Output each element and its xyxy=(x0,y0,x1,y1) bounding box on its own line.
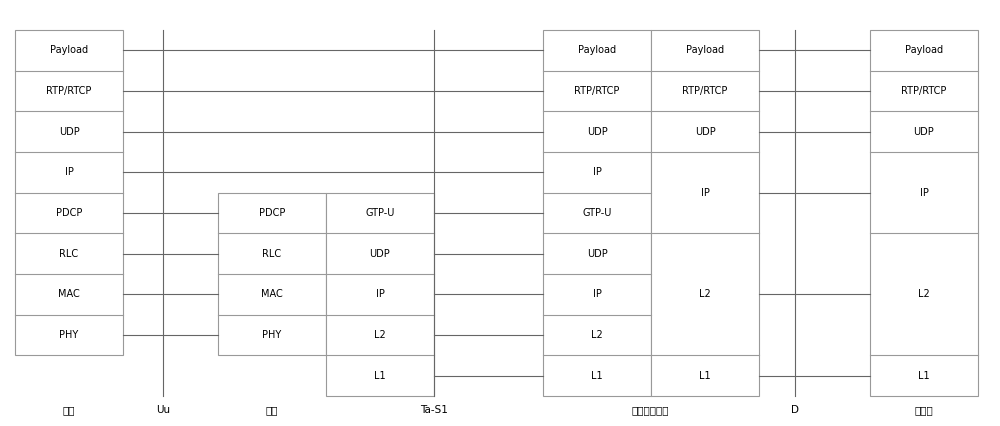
Text: Ta-S1: Ta-S1 xyxy=(420,406,448,415)
Text: 融合交换中心: 融合交换中心 xyxy=(631,406,669,415)
Bar xyxy=(543,30,651,396)
Bar xyxy=(15,30,123,355)
Text: GTP-U: GTP-U xyxy=(365,208,395,218)
Text: UDP: UDP xyxy=(587,249,607,259)
Text: Payload: Payload xyxy=(905,45,943,55)
Text: L2: L2 xyxy=(591,330,603,340)
Text: L1: L1 xyxy=(918,371,930,381)
Text: UDP: UDP xyxy=(370,249,390,259)
Text: PDCP: PDCP xyxy=(56,208,82,218)
Bar xyxy=(326,193,434,396)
Text: L2: L2 xyxy=(699,289,711,299)
Text: L1: L1 xyxy=(699,371,711,381)
Bar xyxy=(218,193,326,355)
Bar xyxy=(651,30,759,396)
Text: 基站: 基站 xyxy=(266,406,278,415)
Text: Uu: Uu xyxy=(156,406,170,415)
Text: RLC: RLC xyxy=(262,249,282,259)
Text: 调度台: 调度台 xyxy=(915,406,933,415)
Text: RLC: RLC xyxy=(59,249,79,259)
Text: GTP-U: GTP-U xyxy=(582,208,612,218)
Text: Payload: Payload xyxy=(50,45,88,55)
Text: PHY: PHY xyxy=(262,330,282,340)
Text: L1: L1 xyxy=(591,371,603,381)
Text: L1: L1 xyxy=(374,371,386,381)
Text: IP: IP xyxy=(593,167,601,177)
Text: UDP: UDP xyxy=(695,127,715,137)
Text: IP: IP xyxy=(376,289,384,299)
Text: IP: IP xyxy=(593,289,601,299)
Text: IP: IP xyxy=(701,187,709,198)
Text: IP: IP xyxy=(920,187,928,198)
Text: RTP/RTCP: RTP/RTCP xyxy=(46,86,92,96)
Text: MAC: MAC xyxy=(261,289,283,299)
Text: L2: L2 xyxy=(374,330,386,340)
Text: MAC: MAC xyxy=(58,289,80,299)
Text: D: D xyxy=(791,406,799,415)
Text: UDP: UDP xyxy=(914,127,934,137)
Text: RTP/RTCP: RTP/RTCP xyxy=(574,86,620,96)
Text: PHY: PHY xyxy=(59,330,79,340)
Text: L2: L2 xyxy=(918,289,930,299)
Text: UDP: UDP xyxy=(587,127,607,137)
Text: 终端: 终端 xyxy=(63,406,75,415)
Text: RTP/RTCP: RTP/RTCP xyxy=(682,86,728,96)
Bar xyxy=(870,30,978,396)
Text: UDP: UDP xyxy=(59,127,79,137)
Text: RTP/RTCP: RTP/RTCP xyxy=(901,86,947,96)
Text: Payload: Payload xyxy=(578,45,616,55)
Text: IP: IP xyxy=(65,167,73,177)
Text: PDCP: PDCP xyxy=(259,208,285,218)
Text: Payload: Payload xyxy=(686,45,724,55)
